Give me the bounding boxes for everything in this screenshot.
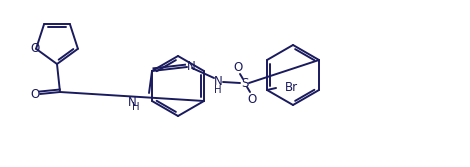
Text: O: O <box>31 42 39 55</box>
Text: Br: Br <box>285 80 298 94</box>
Text: O: O <box>247 93 257 106</box>
Text: H: H <box>214 85 222 95</box>
Text: S: S <box>241 76 249 90</box>
Text: H: H <box>132 102 140 112</box>
Text: N: N <box>128 96 136 109</box>
Text: O: O <box>234 60 243 73</box>
Text: O: O <box>31 88 39 101</box>
Text: N: N <box>187 59 196 72</box>
Text: N: N <box>214 74 222 88</box>
